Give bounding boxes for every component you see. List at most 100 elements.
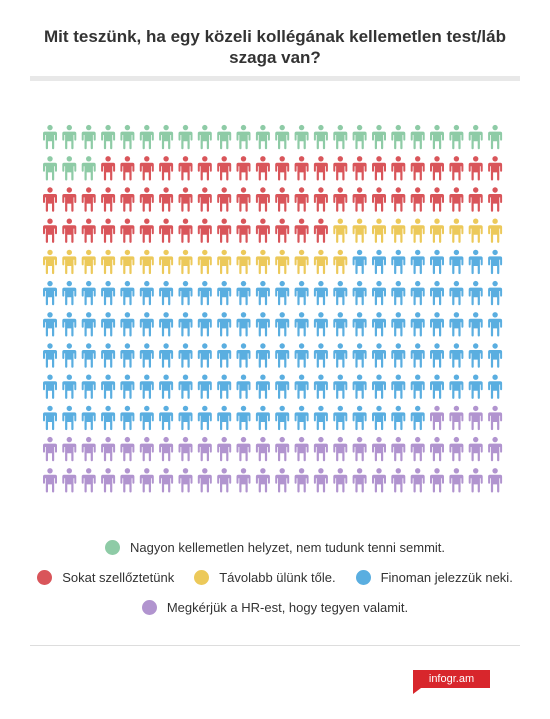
person-icon — [217, 280, 232, 306]
person-icon — [43, 405, 57, 431]
person-icon — [449, 468, 464, 493]
person-icon — [430, 156, 444, 181]
person-icon — [449, 436, 464, 462]
person-icon — [236, 468, 251, 493]
person-icon — [81, 436, 96, 462]
person-icon — [372, 124, 386, 150]
brand-logo[interactable]: infogr.am — [413, 670, 490, 694]
person-icon — [410, 374, 425, 399]
person-icon — [468, 436, 483, 462]
person-icon — [391, 124, 406, 150]
person-icon — [333, 468, 348, 493]
person-icon — [139, 343, 154, 368]
person-icon — [62, 280, 77, 306]
person-icon — [255, 312, 270, 337]
person-icon — [62, 343, 77, 368]
person-icon — [294, 312, 309, 337]
person-icon — [275, 218, 290, 243]
person-icon — [449, 374, 464, 399]
person-icon — [410, 436, 425, 462]
person-icon — [275, 187, 290, 212]
person-icon — [488, 312, 503, 337]
person-icon — [197, 312, 212, 337]
person-icon — [197, 218, 212, 243]
person-icon — [139, 249, 154, 275]
person-icon — [217, 218, 232, 243]
person-icon — [62, 374, 77, 399]
legend-label: Finoman jelezzük neki. — [380, 569, 513, 585]
person-icon — [391, 249, 406, 275]
person-icon — [159, 436, 174, 462]
person-icon — [197, 156, 212, 181]
person-icon — [352, 312, 367, 337]
person-icon — [313, 187, 328, 212]
person-icon — [81, 468, 96, 493]
person-icon — [275, 312, 290, 337]
person-icon — [62, 468, 77, 493]
person-icon — [410, 249, 425, 275]
person-icon — [255, 405, 270, 431]
person-icon — [62, 218, 77, 243]
person-icon — [468, 468, 483, 493]
person-icon — [333, 374, 348, 399]
person-icon — [352, 218, 367, 243]
person-icon — [120, 218, 135, 243]
person-icon — [217, 312, 232, 337]
person-icon — [178, 280, 193, 306]
person-icon — [430, 343, 444, 368]
person-icon — [430, 405, 444, 431]
legend-item[interactable]: Nagyon kellemetlen helyzet, nem tudunk t… — [104, 539, 445, 555]
person-icon — [430, 249, 444, 275]
brand-flag-tail — [413, 688, 421, 694]
person-icon — [178, 249, 193, 275]
person-icon — [139, 156, 154, 181]
person-icon — [101, 187, 116, 212]
person-icon — [120, 374, 135, 399]
person-icon — [159, 405, 174, 431]
legend-swatch — [104, 539, 120, 555]
person-icon — [197, 343, 212, 368]
person-icon — [159, 156, 174, 181]
person-icon — [313, 249, 328, 275]
person-icon — [352, 124, 367, 150]
person-icon — [159, 468, 174, 493]
person-icon — [159, 124, 174, 150]
person-icon — [197, 187, 212, 212]
person-icon — [43, 187, 57, 212]
person-icon — [255, 156, 270, 181]
person-icon — [236, 187, 251, 212]
person-icon — [217, 374, 232, 399]
person-icon — [294, 468, 309, 493]
legend-item[interactable]: Távolabb ülünk tőle. — [194, 569, 336, 585]
legend-item[interactable]: Sokat szellőztetünk — [37, 569, 174, 585]
person-icon — [43, 343, 57, 368]
person-icon — [410, 280, 425, 306]
person-icon — [313, 436, 328, 462]
person-icon — [372, 218, 386, 243]
person-icon — [488, 218, 503, 243]
person-icon — [139, 405, 154, 431]
person-icon — [197, 280, 212, 306]
person-icon — [488, 249, 503, 275]
legend-item[interactable]: Megkérjük a HR-est, hogy tegyen valamit. — [141, 599, 408, 615]
person-icon — [101, 405, 116, 431]
person-icon — [449, 405, 464, 431]
person-icon — [488, 156, 503, 181]
person-icon — [391, 343, 406, 368]
person-icon — [120, 468, 135, 493]
person-icon — [430, 312, 444, 337]
person-icon — [488, 468, 503, 493]
person-icon — [430, 374, 444, 399]
person-icon — [372, 156, 386, 181]
person-icon — [313, 343, 328, 368]
legend-item[interactable]: Finoman jelezzük neki. — [355, 569, 513, 585]
legend-swatch — [37, 569, 53, 585]
legend-label: Távolabb ülünk tőle. — [219, 569, 336, 585]
person-icon — [488, 187, 503, 212]
person-icon — [488, 436, 503, 462]
person-icon — [410, 218, 425, 243]
legend: Nagyon kellemetlen helyzet, nem tudunk t… — [30, 532, 520, 622]
person-icon — [352, 374, 367, 399]
person-icon — [391, 436, 406, 462]
legend-swatch — [194, 569, 210, 585]
